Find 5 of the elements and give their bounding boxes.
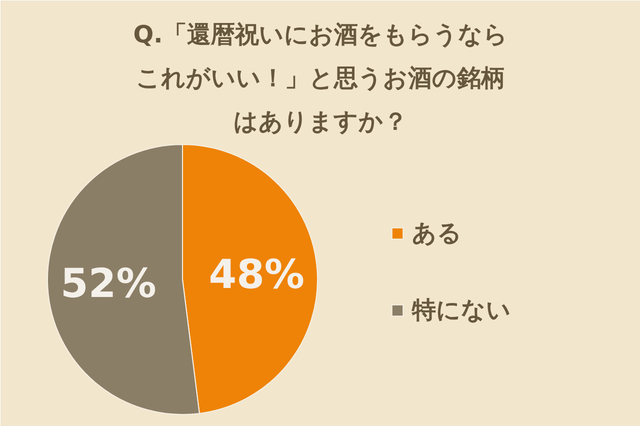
chart-title: Q.「還暦祝いにお酒をもらうならこれがいい！」と思うお酒の銘柄はありますか？ [133, 20, 508, 136]
legend-label: ある [412, 218, 462, 249]
legend-label: 特にない [412, 295, 511, 326]
data-label: 48% [208, 252, 304, 298]
data-label: 52% [60, 261, 156, 308]
